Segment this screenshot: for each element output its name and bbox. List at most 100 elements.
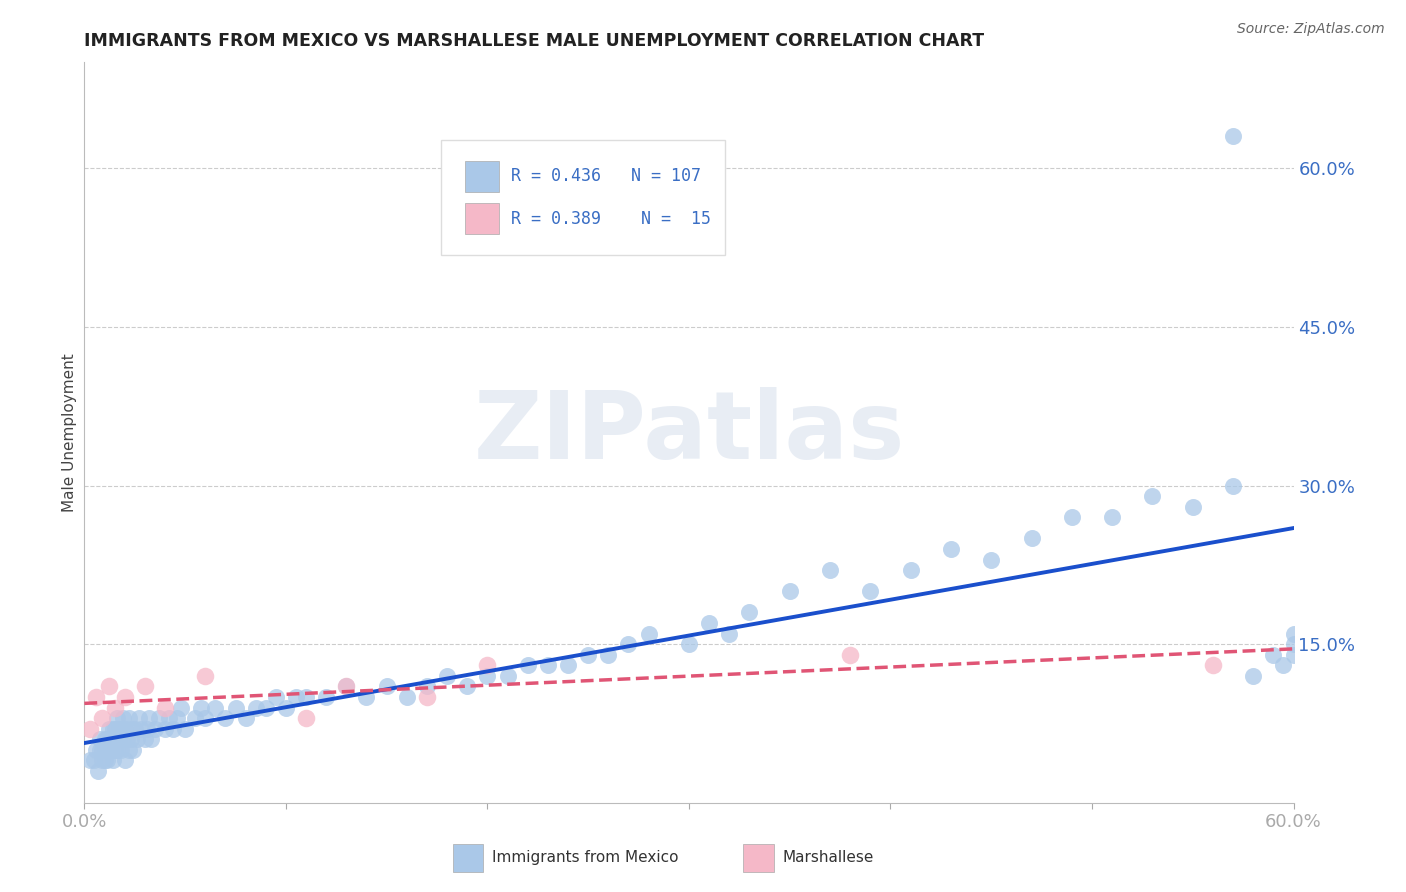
- Point: [1222, 129, 1244, 144]
- Point: [285, 690, 308, 704]
- Point: [143, 722, 166, 736]
- Point: [1272, 658, 1295, 673]
- Point: [93, 732, 115, 747]
- Point: [97, 680, 120, 694]
- Point: [194, 711, 217, 725]
- Point: [1263, 648, 1285, 662]
- Point: [104, 722, 127, 736]
- Point: [134, 732, 156, 747]
- Point: [91, 743, 114, 757]
- Point: [110, 722, 132, 736]
- Point: [104, 743, 127, 757]
- Point: [718, 626, 741, 640]
- Point: [738, 606, 761, 620]
- Text: Source: ZipAtlas.com: Source: ZipAtlas.com: [1237, 22, 1385, 37]
- Point: [214, 711, 236, 725]
- Point: [114, 690, 136, 704]
- Point: [245, 700, 267, 714]
- Point: [637, 626, 659, 640]
- Point: [83, 754, 105, 768]
- Text: IMMIGRANTS FROM MEXICO VS MARSHALLESE MALE UNEMPLOYMENT CORRELATION CHART: IMMIGRANTS FROM MEXICO VS MARSHALLESE MA…: [84, 32, 984, 50]
- Text: Immigrants from Mexico: Immigrants from Mexico: [492, 850, 678, 865]
- Text: ZIPatlas: ZIPatlas: [474, 386, 904, 479]
- Point: [153, 722, 176, 736]
- Point: [138, 711, 160, 725]
- Point: [939, 541, 962, 556]
- Point: [89, 743, 111, 757]
- Point: [839, 648, 862, 662]
- Point: [101, 754, 124, 768]
- Point: [477, 658, 499, 673]
- Text: Marshallese: Marshallese: [782, 850, 873, 865]
- Point: [264, 690, 287, 704]
- Point: [1181, 500, 1204, 514]
- Point: [79, 722, 101, 736]
- Point: [416, 680, 439, 694]
- Point: [86, 690, 108, 704]
- Point: [617, 637, 640, 651]
- Point: [118, 711, 141, 725]
- Point: [93, 743, 115, 757]
- Point: [166, 711, 188, 725]
- Point: [900, 563, 922, 577]
- Point: [315, 690, 337, 704]
- Point: [1060, 510, 1083, 524]
- Point: [104, 732, 127, 747]
- Point: [477, 669, 499, 683]
- Point: [1101, 510, 1123, 524]
- Point: [157, 711, 180, 725]
- Point: [537, 658, 560, 673]
- Point: [153, 700, 176, 714]
- Point: [356, 690, 378, 704]
- Point: [496, 669, 519, 683]
- Y-axis label: Male Unemployment: Male Unemployment: [62, 353, 77, 512]
- FancyBboxPatch shape: [453, 844, 484, 871]
- Point: [1282, 637, 1305, 651]
- Point: [105, 743, 128, 757]
- Point: [148, 711, 170, 725]
- Point: [204, 700, 226, 714]
- Point: [125, 732, 148, 747]
- Point: [1282, 626, 1305, 640]
- Point: [96, 732, 118, 747]
- Point: [110, 743, 132, 757]
- Point: [557, 658, 579, 673]
- FancyBboxPatch shape: [441, 140, 725, 255]
- Point: [107, 722, 129, 736]
- Point: [818, 563, 841, 577]
- Point: [101, 722, 124, 736]
- Point: [87, 764, 110, 778]
- Point: [114, 722, 136, 736]
- Text: R = 0.389    N =  15: R = 0.389 N = 15: [512, 210, 711, 227]
- Point: [456, 680, 478, 694]
- Point: [697, 615, 720, 630]
- Point: [190, 700, 212, 714]
- Point: [1282, 648, 1305, 662]
- Point: [170, 700, 193, 714]
- Point: [1222, 478, 1244, 492]
- Point: [118, 743, 141, 757]
- Point: [235, 711, 257, 725]
- FancyBboxPatch shape: [465, 203, 499, 235]
- Point: [184, 711, 207, 725]
- Point: [678, 637, 700, 651]
- Point: [139, 732, 162, 747]
- Point: [128, 711, 150, 725]
- Point: [97, 722, 120, 736]
- Point: [598, 648, 620, 662]
- Point: [274, 700, 297, 714]
- Point: [1202, 658, 1225, 673]
- Point: [121, 743, 143, 757]
- Point: [162, 722, 184, 736]
- Point: [96, 754, 118, 768]
- Point: [1241, 669, 1264, 683]
- FancyBboxPatch shape: [465, 161, 499, 192]
- Point: [436, 669, 458, 683]
- Point: [100, 743, 122, 757]
- Point: [335, 680, 357, 694]
- Point: [89, 732, 111, 747]
- Point: [115, 732, 138, 747]
- Point: [295, 711, 318, 725]
- Point: [107, 732, 129, 747]
- Point: [91, 754, 114, 768]
